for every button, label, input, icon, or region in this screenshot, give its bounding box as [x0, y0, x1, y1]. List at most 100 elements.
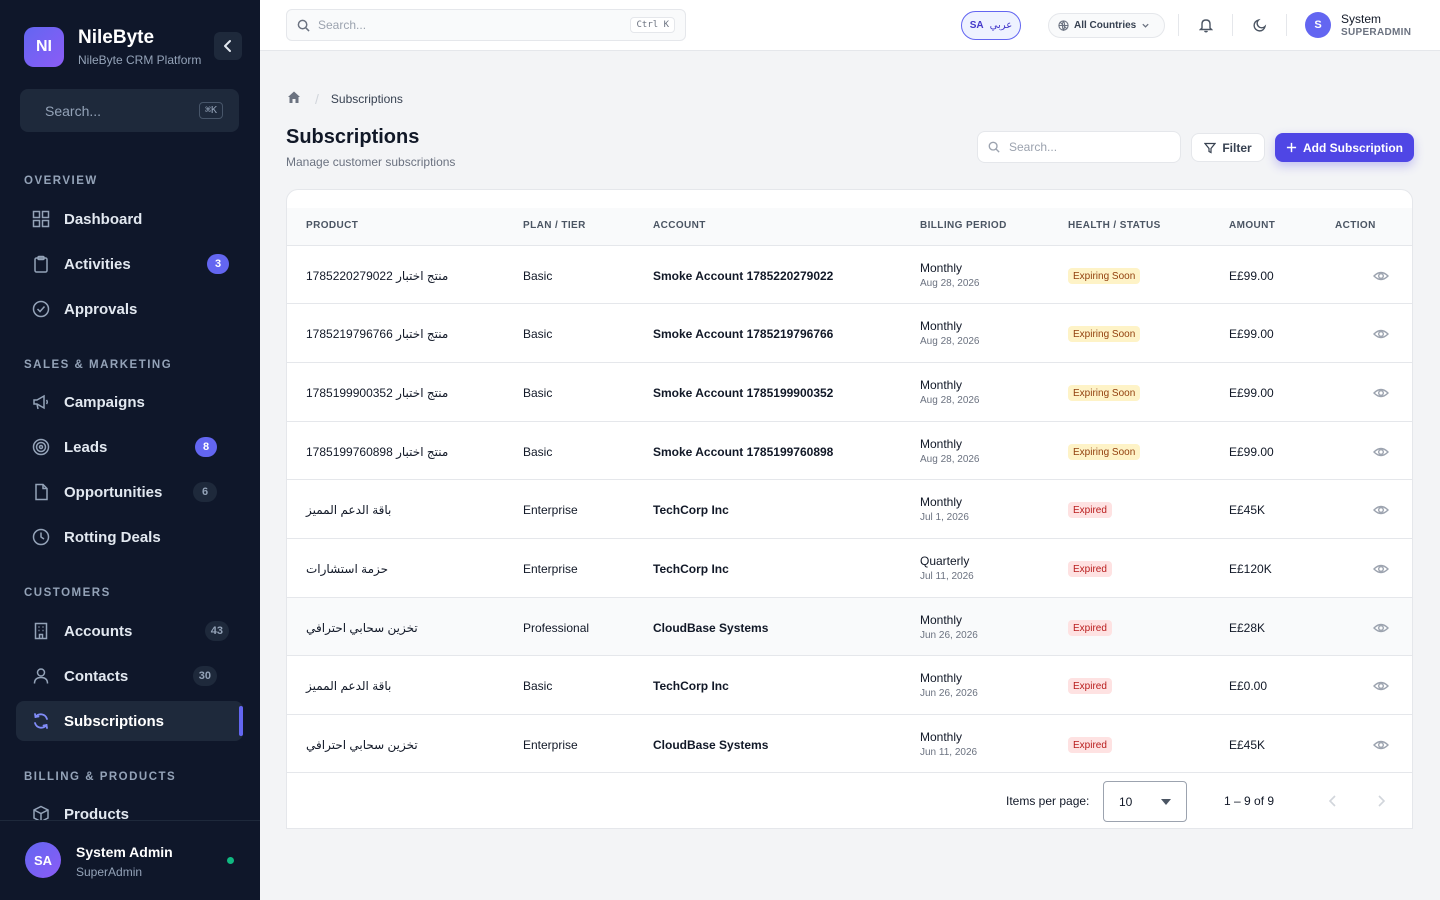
- sidebar-user-role: SuperAdmin: [76, 865, 143, 879]
- billing-period-cell: Monthly Jun 11, 2026: [920, 730, 977, 758]
- column-header-plan[interactable]: PLAN / TIER: [523, 220, 586, 231]
- items-per-page-value: 10: [1119, 794, 1133, 809]
- eye-icon[interactable]: [1373, 678, 1389, 694]
- column-header-account[interactable]: ACCOUNT: [653, 220, 706, 231]
- billing-date: Aug 28, 2026: [920, 454, 980, 465]
- sidebar: NI NileByte NileByte CRM Platform Search…: [0, 0, 260, 900]
- product-cell: منتج اختبار 1785220279022: [306, 269, 449, 283]
- sidebar-item-dashboard[interactable]: Dashboard: [16, 199, 243, 239]
- clock-icon: [32, 528, 50, 546]
- table-row[interactable]: منتج اختبار 1785199760898 Basic Smoke Acco…: [287, 421, 1412, 480]
- sidebar-user-card[interactable]: SA System Admin SuperAdmin: [0, 820, 260, 900]
- account-cell[interactable]: CloudBase Systems: [653, 738, 769, 752]
- sidebar-item-contacts[interactable]: Contacts 30: [16, 656, 243, 696]
- subscriptions-search-input[interactable]: Search...: [977, 131, 1181, 163]
- language-toggle[interactable]: SA عربي: [961, 11, 1021, 40]
- sidebar-item-accounts[interactable]: Accounts 43: [16, 611, 243, 651]
- sidebar-search-input[interactable]: Search... ⌘K: [20, 89, 239, 132]
- avatar[interactable]: S: [1305, 12, 1331, 38]
- eye-icon[interactable]: [1373, 620, 1389, 636]
- table-row[interactable]: تخزين سحابي احترافي Enterprise CloudBase S…: [287, 714, 1412, 773]
- table-row[interactable]: باقة الدعم المميز Basic TechCorp Inc Monthl…: [287, 655, 1412, 714]
- sidebar-item-label: Products: [64, 805, 130, 823]
- column-header-product[interactable]: PRODUCT: [306, 220, 359, 231]
- eye-icon[interactable]: [1373, 502, 1389, 518]
- account-cell[interactable]: Smoke Account 1785199900352: [653, 386, 834, 400]
- status-badge: Expiring Soon: [1068, 385, 1141, 401]
- product-cell: منتج اختبار 1785199900352: [306, 386, 449, 400]
- sidebar-item-leads[interactable]: Leads 8: [16, 427, 243, 467]
- table-row[interactable]: تخزين سحابي احترافي Professional CloudBase…: [287, 597, 1412, 656]
- filter-button[interactable]: Filter: [1191, 133, 1265, 162]
- previous-page-button[interactable]: [1325, 793, 1341, 809]
- table-row[interactable]: منتج اختبار 1785199900352 Basic Smoke Acco…: [287, 362, 1412, 421]
- eye-icon[interactable]: [1373, 326, 1389, 342]
- sidebar-item-opportunities[interactable]: Opportunities 6: [16, 472, 243, 512]
- column-header-billing-period[interactable]: BILLING PERIOD: [920, 220, 1007, 231]
- eye-icon[interactable]: [1373, 444, 1389, 460]
- table-row[interactable]: منتج اختبار 1785220279022 Basic Smoke Acco…: [287, 245, 1412, 304]
- plan-cell: Enterprise: [523, 503, 578, 517]
- account-cell[interactable]: TechCorp Inc: [653, 562, 729, 576]
- page-title: Subscriptions: [286, 126, 420, 148]
- billing-period-cell: Quarterly Jul 11, 2026: [920, 554, 974, 582]
- product-cell: منتج اختبار 1785219796766: [306, 327, 449, 341]
- billing-period: Monthly: [920, 730, 963, 744]
- page-subtitle: Manage customer subscriptions: [286, 155, 456, 169]
- file-icon: [32, 483, 50, 501]
- grid-icon: [32, 210, 50, 228]
- next-page-button[interactable]: [1373, 793, 1389, 809]
- table-row[interactable]: منتج اختبار 1785219796766 Basic Smoke Acco…: [287, 303, 1412, 362]
- billing-date: Jun 26, 2026: [920, 630, 978, 641]
- items-per-page-label: Items per page:: [1006, 794, 1090, 808]
- status-badge: Expired: [1068, 502, 1112, 518]
- account-cell[interactable]: TechCorp Inc: [653, 679, 729, 693]
- chevron-right-icon: [1378, 795, 1386, 807]
- eye-icon[interactable]: [1373, 561, 1389, 577]
- refresh-icon: [32, 712, 50, 730]
- column-header-status[interactable]: HEALTH / STATUS: [1068, 220, 1161, 231]
- top-user-name[interactable]: System: [1341, 12, 1382, 26]
- table-row[interactable]: حزمة استشارات Enterprise TechCorp Inc Quart…: [287, 538, 1412, 597]
- sidebar-item-label: Accounts: [64, 622, 133, 640]
- eye-icon[interactable]: [1373, 385, 1389, 401]
- bell-icon[interactable]: [1198, 17, 1214, 33]
- eye-icon[interactable]: [1373, 737, 1389, 753]
- account-cell[interactable]: Smoke Account 1785220279022: [653, 269, 834, 283]
- billing-date: Aug 28, 2026: [920, 278, 980, 289]
- sidebar-item-label: Leads: [64, 438, 108, 456]
- moon-icon[interactable]: [1252, 17, 1268, 33]
- chevron-left-icon: [1328, 795, 1336, 807]
- sidebar-item-approvals[interactable]: Approvals: [16, 289, 243, 329]
- plan-cell: Basic: [523, 327, 553, 341]
- amount-cell: E£99.00: [1229, 327, 1274, 341]
- section-label-customers: CUSTOMERS: [24, 587, 111, 599]
- sidebar-item-label: Contacts: [64, 667, 129, 685]
- account-cell[interactable]: CloudBase Systems: [653, 621, 769, 635]
- subscriptions-search-placeholder: Search...: [1009, 140, 1058, 154]
- product-cell: تخزين سحابي احترافي: [306, 621, 418, 635]
- opportunities-count-badge: 6: [193, 482, 217, 502]
- amount-cell: E£120K: [1229, 562, 1272, 576]
- column-header-amount[interactable]: AMOUNT: [1229, 220, 1276, 231]
- billing-period: Monthly: [920, 261, 963, 275]
- account-cell[interactable]: Smoke Account 1785199760898: [653, 445, 834, 459]
- table-row[interactable]: باقة الدعم المميز Enterprise TechCorp Inc M…: [287, 479, 1412, 538]
- account-cell[interactable]: Smoke Account 1785219796766: [653, 327, 834, 341]
- eye-icon[interactable]: [1373, 268, 1389, 284]
- sidebar-item-activities[interactable]: Activities 3: [16, 244, 243, 284]
- plan-cell: Basic: [523, 445, 553, 459]
- sidebar-item-subscriptions[interactable]: Subscriptions: [16, 701, 243, 741]
- home-icon[interactable]: [287, 90, 301, 107]
- sidebar-item-label: Subscriptions: [64, 712, 165, 730]
- country-selector[interactable]: All Countries: [1048, 13, 1165, 38]
- clipboard-icon: [32, 255, 50, 273]
- collapse-sidebar-button[interactable]: [214, 32, 242, 60]
- global-search-input[interactable]: Search... Ctrl K: [286, 9, 686, 41]
- sidebar-item-campaigns[interactable]: Campaigns: [16, 382, 243, 422]
- sidebar-item-rotting-deals[interactable]: Rotting Deals: [16, 517, 243, 557]
- brand[interactable]: NI NileByte NileByte CRM Platform: [24, 27, 201, 67]
- add-subscription-button[interactable]: Add Subscription: [1275, 133, 1414, 162]
- items-per-page-select[interactable]: 10: [1103, 781, 1187, 822]
- account-cell[interactable]: TechCorp Inc: [653, 503, 729, 517]
